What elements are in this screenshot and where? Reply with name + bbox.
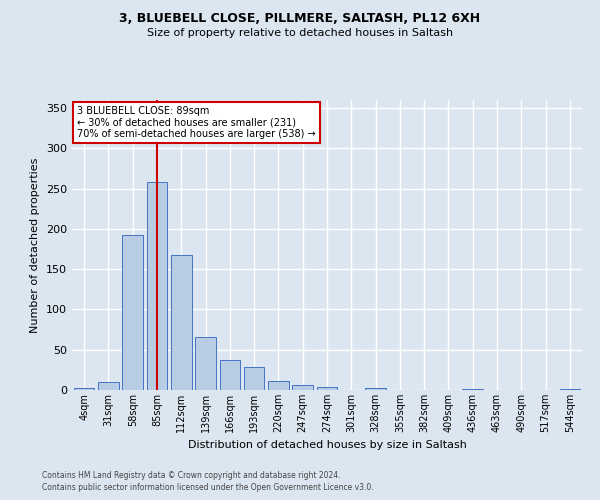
Bar	[463, 389, 483, 390]
X-axis label: Distribution of detached houses by size in Saltash: Distribution of detached houses by size …	[188, 440, 466, 450]
Bar	[74, 388, 94, 390]
Bar	[244, 368, 265, 390]
Bar	[560, 389, 580, 390]
Text: Contains HM Land Registry data © Crown copyright and database right 2024.: Contains HM Land Registry data © Crown c…	[42, 471, 341, 480]
Text: Size of property relative to detached houses in Saltash: Size of property relative to detached ho…	[147, 28, 453, 38]
Bar	[292, 385, 313, 390]
Bar	[146, 182, 167, 390]
Bar	[220, 360, 240, 390]
Bar	[122, 236, 143, 390]
Bar	[171, 254, 191, 390]
Text: 3, BLUEBELL CLOSE, PILLMERE, SALTASH, PL12 6XH: 3, BLUEBELL CLOSE, PILLMERE, SALTASH, PL…	[119, 12, 481, 26]
Y-axis label: Number of detached properties: Number of detached properties	[31, 158, 40, 332]
Bar	[268, 381, 289, 390]
Bar	[317, 387, 337, 390]
Bar	[195, 337, 216, 390]
Text: 3 BLUEBELL CLOSE: 89sqm
← 30% of detached houses are smaller (231)
70% of semi-d: 3 BLUEBELL CLOSE: 89sqm ← 30% of detache…	[77, 106, 316, 139]
Bar	[365, 388, 386, 390]
Text: Contains public sector information licensed under the Open Government Licence v3: Contains public sector information licen…	[42, 484, 374, 492]
Bar	[98, 382, 119, 390]
